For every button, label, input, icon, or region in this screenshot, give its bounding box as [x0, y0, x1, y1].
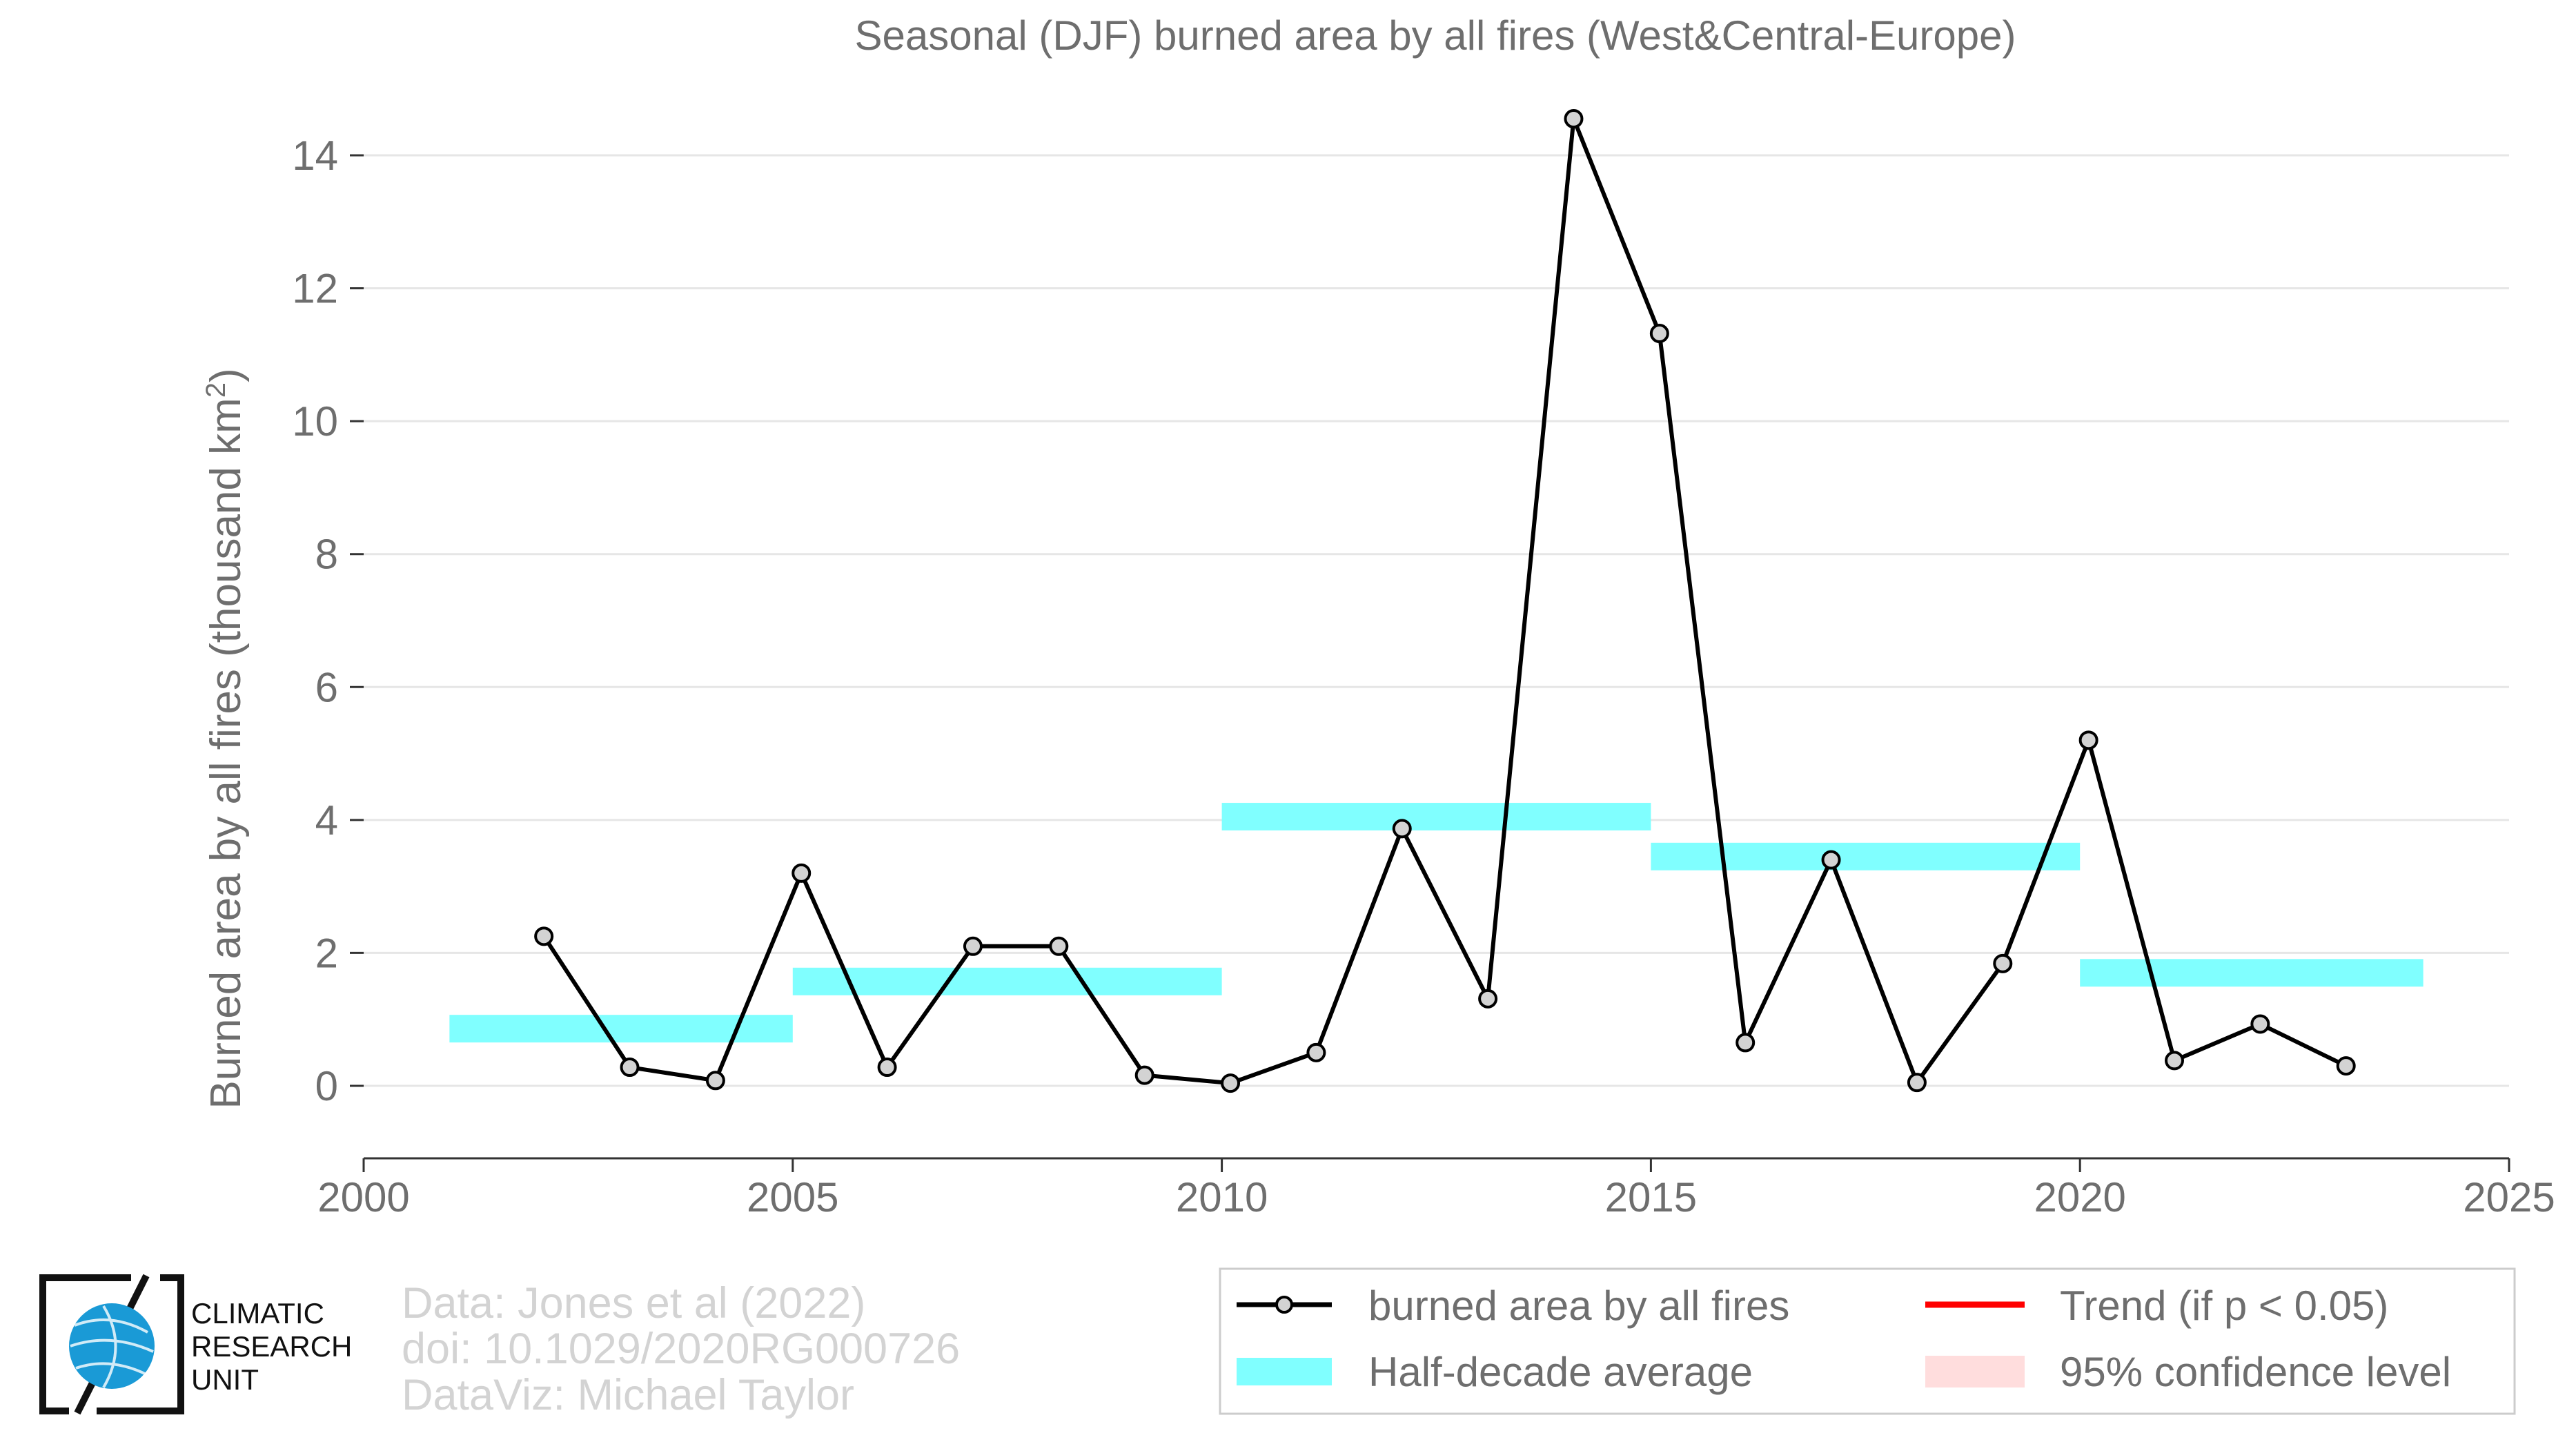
x-tick-label-2005: 2005	[747, 1174, 838, 1220]
series-burned-area	[534, 109, 2356, 1093]
data-point-2012	[1392, 819, 1412, 839]
data-point-2023	[2336, 1056, 2356, 1076]
data-point-2020	[2078, 730, 2098, 750]
data-point-2019	[1993, 953, 2013, 973]
cru-logo	[39, 1274, 184, 1415]
data-point-2022	[2250, 1014, 2270, 1034]
data-point-2002	[534, 926, 554, 946]
y-tick-label-2: 2	[315, 930, 338, 976]
legend-box	[1219, 1267, 2516, 1415]
x-tick-label-2015: 2015	[1605, 1174, 1697, 1220]
x-tick-label-2000: 2000	[317, 1174, 409, 1220]
y-tick-label-4: 4	[315, 797, 338, 844]
data-point-2016	[1736, 1033, 1756, 1053]
x-tick-label-2020: 2020	[2034, 1174, 2125, 1220]
y-tick-label-12: 12	[292, 266, 338, 312]
legend-half-decade-swatch	[1237, 1358, 1332, 1385]
y-tick-label-14: 14	[292, 133, 338, 179]
credit-data-source: Data: Jones et al (2022)	[402, 1279, 866, 1327]
y-axis-label: Burned area by all fires (thousand km2)	[201, 368, 250, 1109]
legend-label-series: burned area by all fires	[1368, 1283, 1789, 1329]
legend: burned area by all fires Trend (if p < 0…	[1219, 1267, 2516, 1415]
data-point-2015	[1649, 324, 1669, 344]
logo-text-line-3: UNIT	[191, 1363, 259, 1396]
data-point-2009	[1134, 1065, 1154, 1085]
data-point-2013	[1478, 989, 1498, 1009]
legend-label-confidence: 95% confidence level	[2060, 1349, 2451, 1395]
data-point-2006	[877, 1058, 897, 1078]
y-tick-label-6: 6	[315, 664, 338, 710]
logo-bracket-right	[97, 1274, 184, 1414]
legend-marker-point	[1275, 1296, 1293, 1314]
y-tick-label-8: 8	[315, 532, 338, 578]
half-decade-bar-5	[2080, 959, 2423, 987]
y-tick-label-0: 0	[315, 1063, 338, 1109]
y-tick-label-10: 10	[292, 398, 338, 445]
data-point-2011	[1306, 1042, 1326, 1062]
chart-title: Seasonal (DJF) burned area by all fires …	[855, 12, 2016, 59]
x-tick-label-2010: 2010	[1176, 1174, 1268, 1220]
data-point-2007	[963, 936, 983, 956]
x-tick-label-2025: 2025	[2463, 1174, 2555, 1220]
logo-text-line-1: CLIMATIC	[191, 1297, 324, 1330]
half-decade-bar-3	[1221, 803, 1651, 831]
data-point-2005	[792, 863, 812, 883]
legend-confidence-swatch	[1925, 1356, 2025, 1387]
data-point-2014	[1564, 109, 1584, 129]
half-decade-bar-2	[792, 967, 1222, 995]
logo-bracket-left	[39, 1274, 131, 1414]
grid	[364, 154, 2509, 1087]
globe-lines	[70, 1305, 154, 1389]
data-point-2018	[1907, 1073, 1927, 1093]
data-point-2004	[705, 1071, 725, 1091]
logo-text-line-2: RESEARCH	[191, 1330, 353, 1363]
credit-doi: doi: 10.1029/2020RG000726	[402, 1325, 961, 1373]
data-point-2008	[1049, 936, 1069, 956]
legend-label-half-decade: Half-decade average	[1368, 1349, 1753, 1395]
series-line	[542, 117, 2348, 1086]
data-point-2003	[620, 1058, 640, 1078]
legend-label-trend: Trend (if p < 0.05)	[2060, 1283, 2388, 1329]
half-decade-average-bars	[449, 803, 2423, 1043]
data-point-2010	[1221, 1073, 1241, 1093]
x-axis-ticks: 2000 2005 2010 2015 2020 2025	[317, 1158, 2555, 1220]
half-decade-bar-4	[1651, 842, 2081, 870]
data-point-2021	[2164, 1051, 2184, 1071]
credit-dataviz: DataViz: Michael Taylor	[402, 1371, 854, 1419]
data-point-2017	[1821, 850, 1841, 870]
y-axis-ticks: 0 2 4 6 8 10 12 14	[292, 133, 364, 1109]
